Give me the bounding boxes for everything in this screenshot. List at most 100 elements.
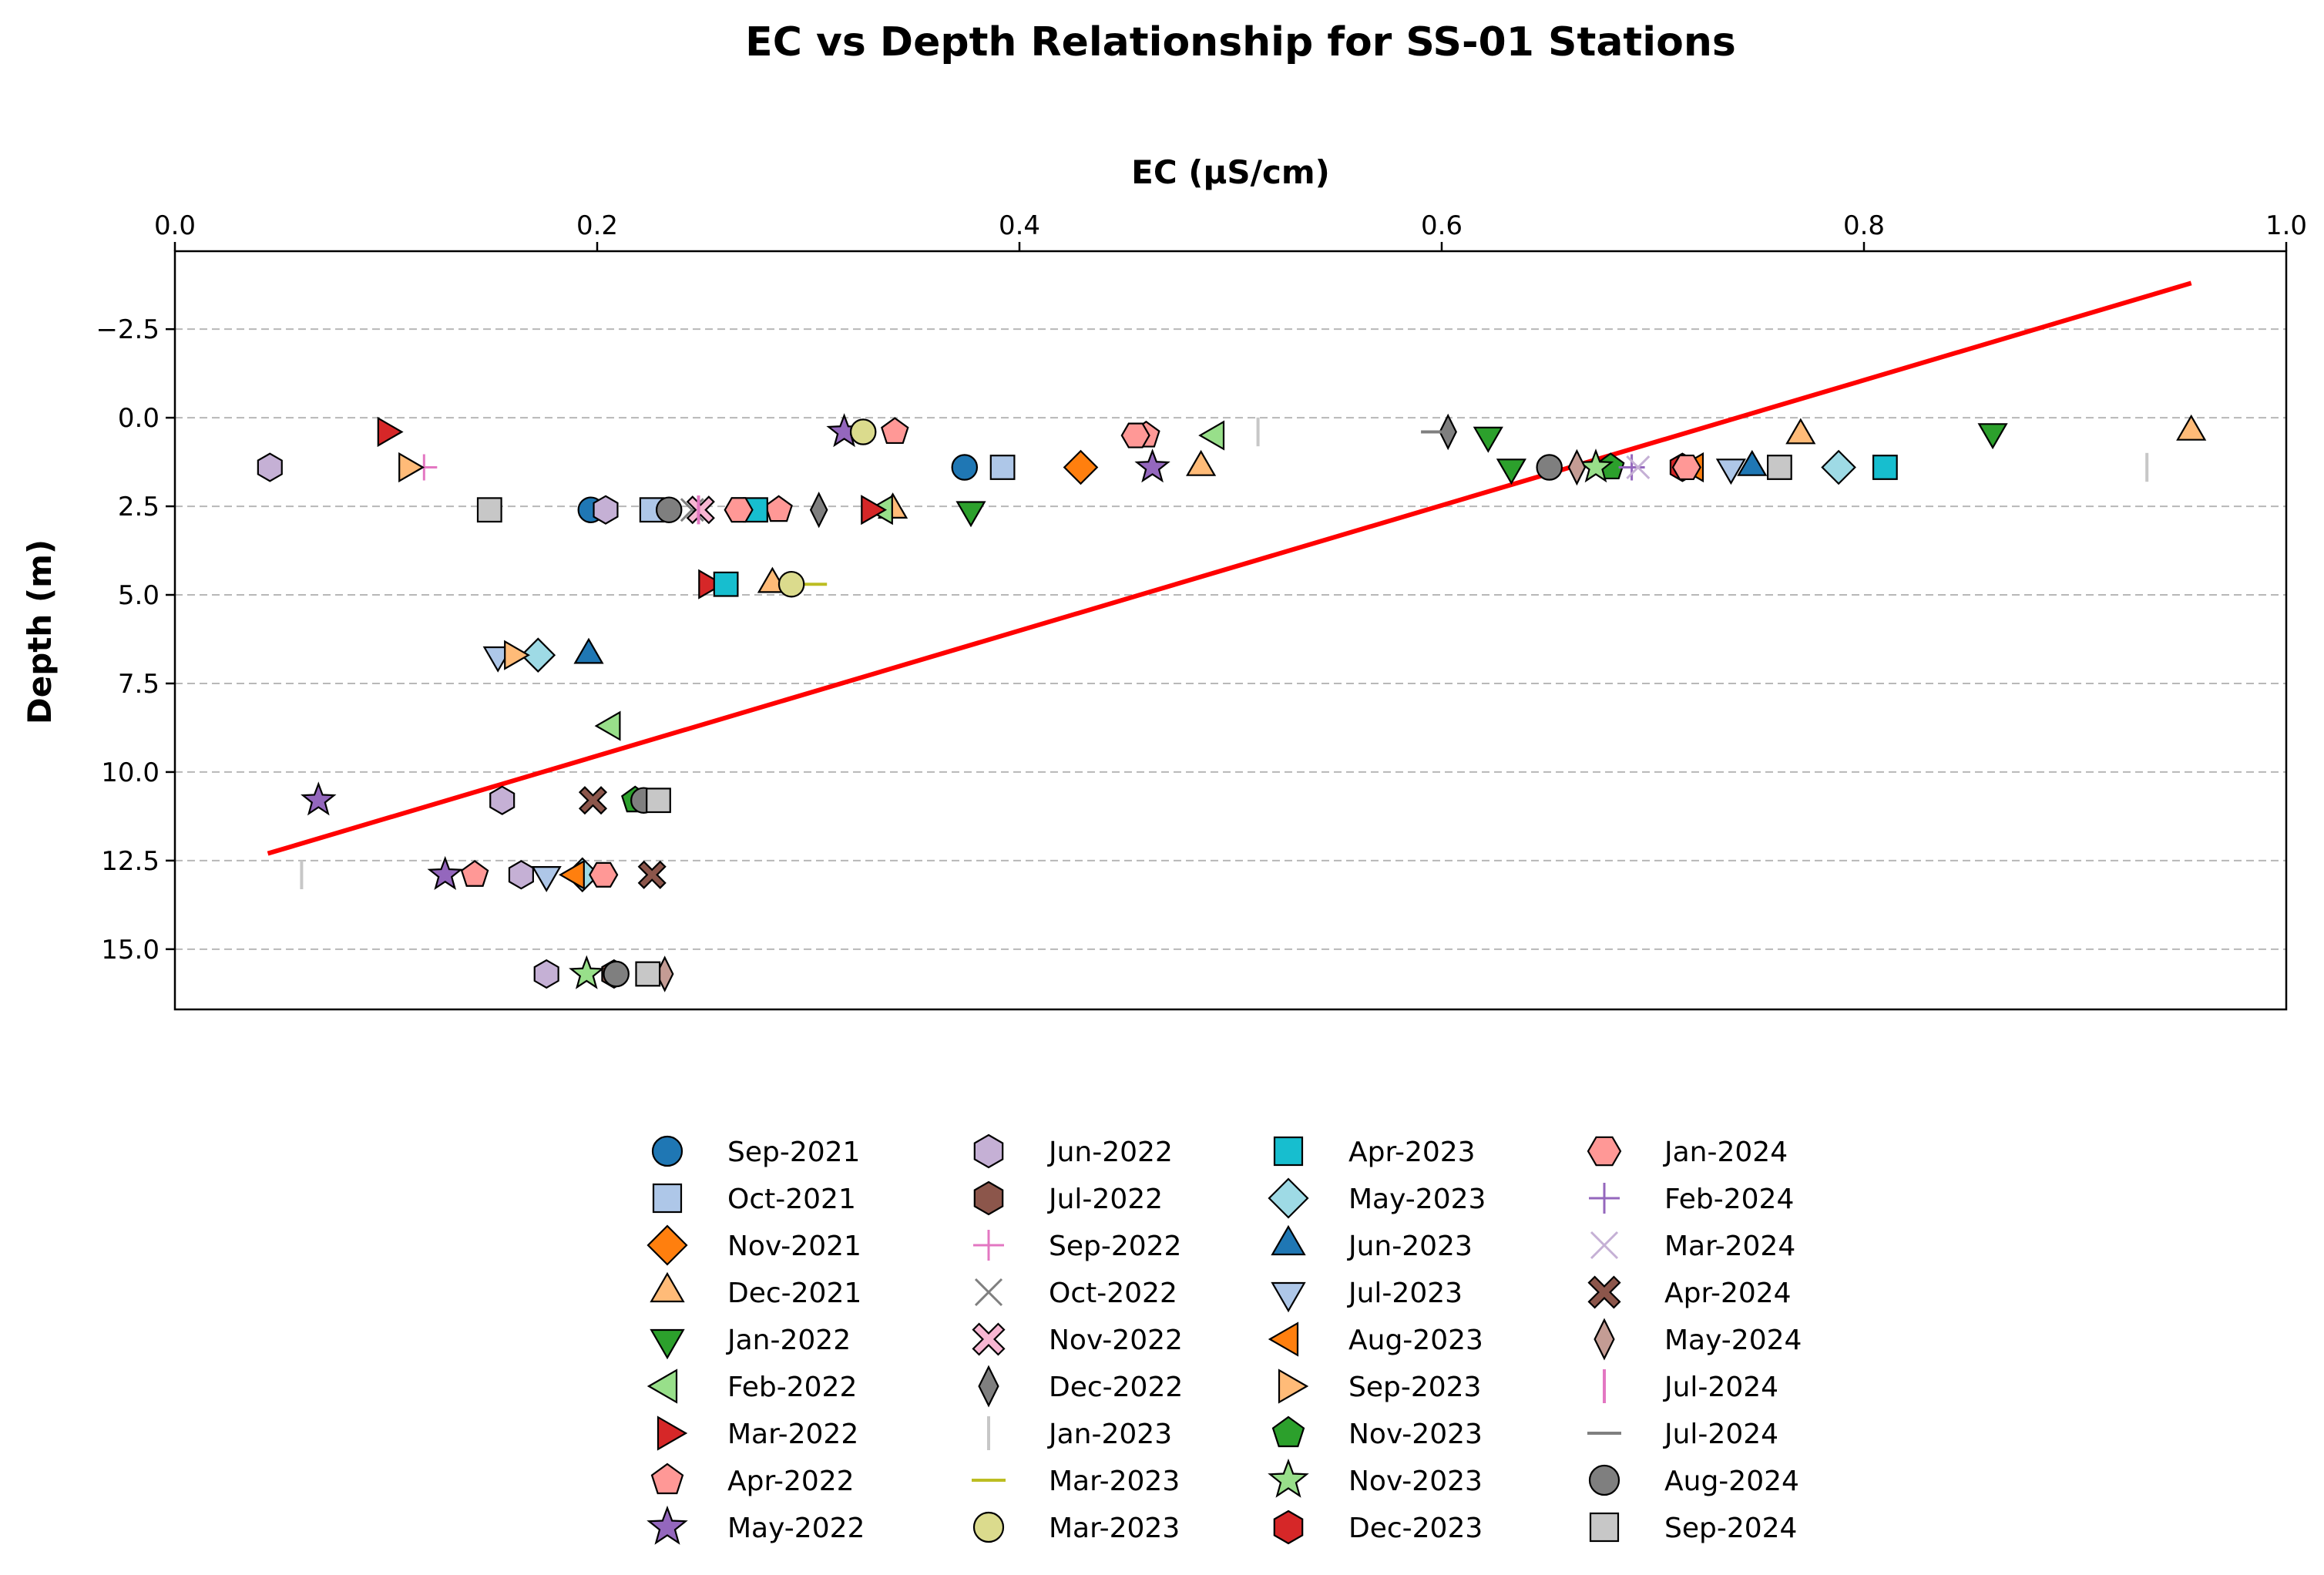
y-tick-label: 0.0: [118, 403, 160, 434]
legend-marker: [657, 1415, 688, 1451]
data-point: [1186, 449, 1217, 476]
legend-item: Dec-2023: [1273, 1510, 1483, 1545]
legend-marker: [1588, 1464, 1620, 1496]
legend-label: Aug-2024: [1664, 1466, 1799, 1497]
legend-label: Jul-2022: [1047, 1184, 1163, 1215]
legend-item: Nov-2022: [972, 1322, 1183, 1356]
data-point: [460, 860, 489, 887]
chart-title: EC vs Depth Relationship for SS-01 Stati…: [745, 19, 1736, 65]
legend-label: Apr-2023: [1348, 1137, 1476, 1168]
legend-label: Jun-2022: [1047, 1137, 1173, 1168]
x-tick-label: 0.2: [576, 210, 618, 241]
legend-item: Nov-2023: [1271, 1415, 1483, 1450]
legend-item: Mar-2023: [972, 1511, 1180, 1544]
legend-item: Dec-2022: [978, 1365, 1183, 1408]
legend-marker: [652, 1183, 683, 1214]
legend-label: Dec-2022: [1049, 1372, 1183, 1403]
x-tick-label: 0.4: [999, 210, 1040, 241]
legend-marker: [1589, 1512, 1620, 1543]
data-point: [578, 786, 608, 815]
legend-label: Feb-2024: [1664, 1184, 1794, 1215]
legend-marker: [1271, 1224, 1306, 1256]
regression-line: [267, 280, 2192, 856]
legend-item: Jan-2023: [987, 1416, 1172, 1450]
legend-label: May-2023: [1348, 1184, 1486, 1215]
legend-marker: [1590, 1231, 1619, 1260]
data-point: [508, 860, 534, 890]
data-point: [1577, 448, 1614, 483]
data-point: [1671, 454, 1701, 481]
data-point: [603, 960, 630, 988]
legend-item: Apr-2024: [1587, 1275, 1792, 1309]
data-point: [589, 861, 619, 888]
data-points: [257, 413, 2207, 992]
legend-label: May-2024: [1664, 1325, 1802, 1356]
data-point: [637, 860, 667, 889]
y-tick-label: 2.5: [118, 492, 160, 522]
data-point: [881, 417, 909, 445]
x-axis-title: EC (μS/cm): [1131, 153, 1330, 191]
data-point: [489, 785, 516, 815]
data-point: [504, 640, 530, 670]
legend-item: Nov-2021: [646, 1224, 861, 1266]
legend-marker: [1268, 1177, 1309, 1219]
data-point: [635, 961, 661, 987]
data-point: [1977, 423, 2008, 450]
legend-marker: [1278, 1368, 1309, 1404]
y-tick-label: 7.5: [118, 669, 160, 700]
legend-label: Dec-2021: [727, 1278, 861, 1309]
data-point: [764, 495, 793, 522]
legend-label: Oct-2022: [1049, 1278, 1177, 1309]
legend-label: Nov-2021: [727, 1231, 861, 1262]
y-tick-label: 12.5: [101, 846, 160, 877]
legend-item: Jun-2022: [973, 1133, 1173, 1169]
legend-marker: [1271, 1415, 1305, 1448]
legend-label: Mar-2023: [1049, 1513, 1180, 1544]
data-point: [1473, 426, 1503, 453]
x-tick-label: 0.0: [154, 210, 196, 241]
grid-lines: [175, 328, 2286, 950]
legend-marker: [1587, 1275, 1621, 1309]
legend-item: Mar-2024: [1590, 1231, 1795, 1262]
x-tick-label: 1.0: [2265, 210, 2307, 241]
legend-label: Dec-2023: [1348, 1513, 1483, 1544]
data-point: [989, 455, 1016, 480]
legend-marker: [1273, 1510, 1304, 1545]
data-point: [520, 637, 556, 673]
plot-frame: [173, 250, 2288, 1011]
legend-label: Oct-2021: [727, 1184, 856, 1215]
data-point: [569, 955, 605, 989]
legend-label: Feb-2022: [727, 1372, 857, 1403]
data-point: [476, 497, 502, 523]
data-point: [861, 495, 888, 526]
data-point: [573, 637, 604, 664]
legend-label: Apr-2022: [727, 1466, 855, 1497]
data-point: [698, 569, 725, 599]
legend-marker: [646, 1224, 688, 1266]
legend-label: Jul-2024: [1663, 1372, 1778, 1403]
x-tick-label: 0.6: [1421, 210, 1463, 241]
legend-marker: [650, 1462, 684, 1495]
data-point: [1063, 449, 1099, 485]
legend-item: Sep-2021: [651, 1135, 860, 1168]
data-point: [377, 416, 404, 448]
data-point: [724, 497, 754, 523]
legend-marker: [972, 1511, 1005, 1543]
data-point: [713, 571, 739, 597]
legend-marker: [978, 1365, 999, 1408]
legend-marker: [973, 1133, 1004, 1169]
legend-marker: [1271, 1281, 1306, 1313]
x-tick-label: 0.8: [1843, 210, 1885, 241]
legend-item: May-2023: [1268, 1177, 1486, 1219]
legend-item: May-2024: [1594, 1318, 1802, 1361]
legend-label: Jan-2022: [726, 1325, 851, 1356]
data-point: [777, 570, 805, 598]
legend-item: Mar-2023: [972, 1466, 1180, 1497]
legend-marker: [646, 1368, 678, 1404]
legend-label: Jul-2023: [1347, 1278, 1463, 1309]
legend-marker: [974, 1278, 1003, 1307]
data-point: [955, 501, 986, 528]
legend-label: Mar-2022: [727, 1419, 858, 1450]
legend-marker: [972, 1322, 1006, 1356]
legend-label: Sep-2022: [1049, 1231, 1181, 1262]
